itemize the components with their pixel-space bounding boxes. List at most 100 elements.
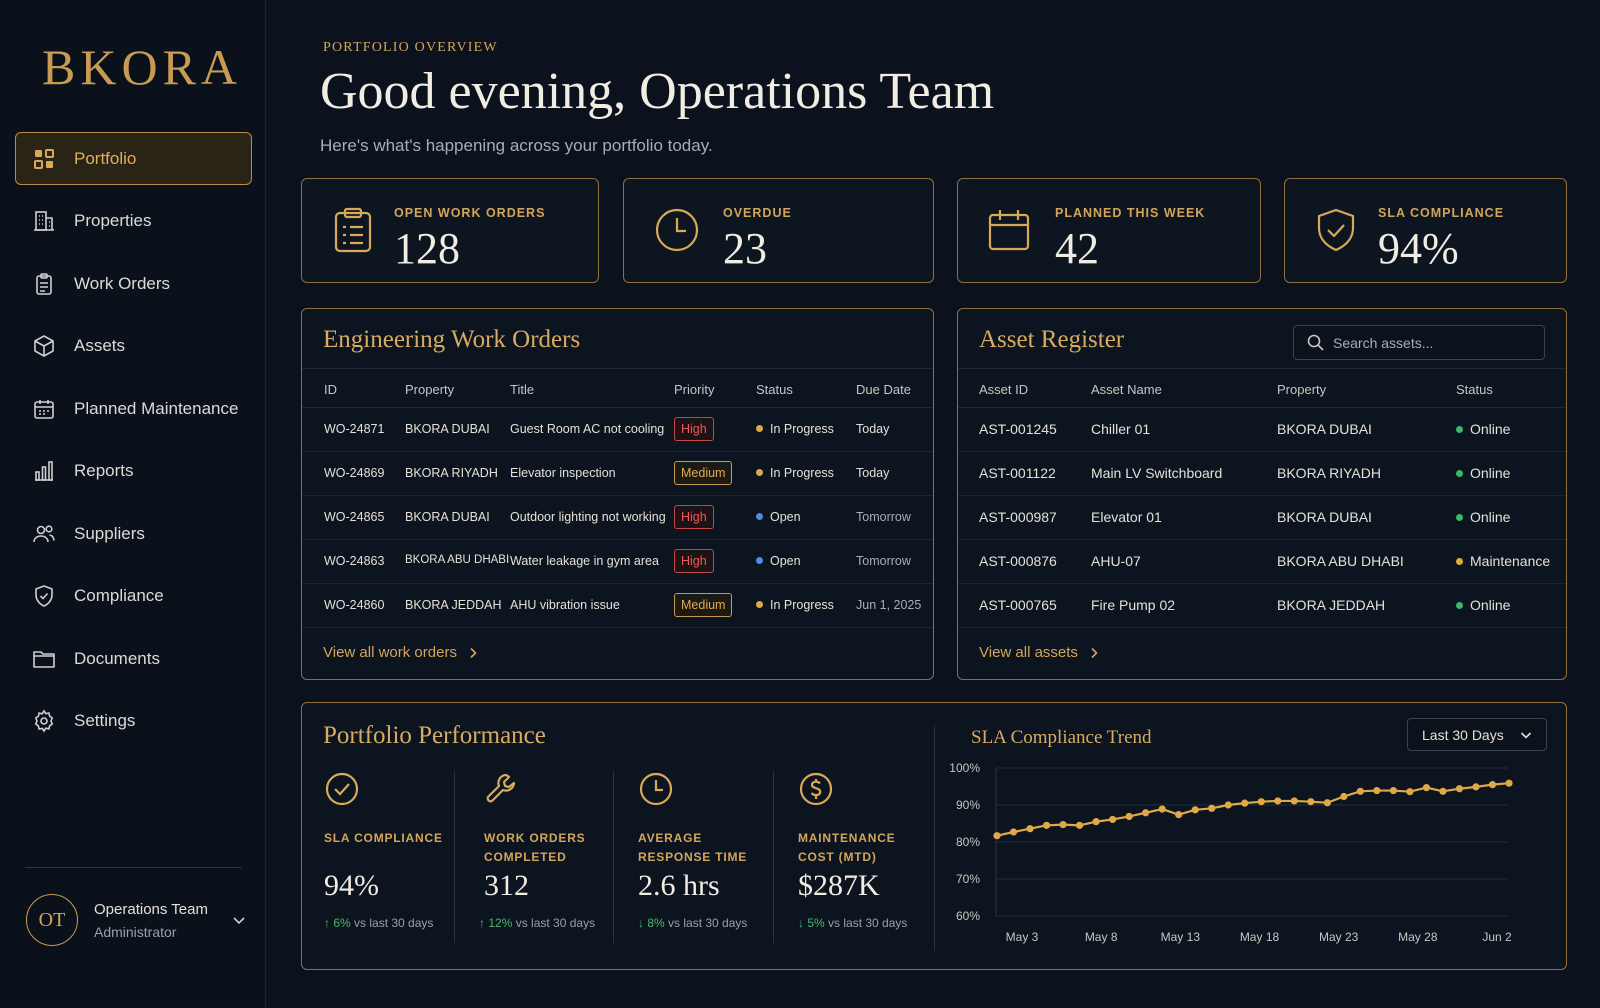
- asset-name: Elevator 01: [1091, 509, 1162, 525]
- sidebar-item-documents[interactable]: Documents: [15, 632, 252, 685]
- x-tick-label: May 3: [1006, 930, 1039, 944]
- brand-logo[interactable]: BKORA: [42, 39, 243, 95]
- series-line: [996, 782, 1510, 837]
- kpi-average-response-time: AVERAGE RESPONSE TIME 2.6 hrs ↓ 8% vs la…: [638, 771, 768, 941]
- data-point: [1356, 787, 1364, 795]
- sidebar-item-label: Properties: [74, 211, 152, 230]
- column-header[interactable]: Priority: [674, 382, 715, 397]
- y-tick-label: 90%: [956, 798, 980, 812]
- column-header[interactable]: Property: [405, 382, 455, 397]
- x-tick-label: May 8: [1085, 930, 1118, 944]
- data-point: [1257, 798, 1265, 806]
- page-subtitle: Here's what's happening across your port…: [320, 136, 713, 155]
- table-row[interactable]: AST-001245 Chiller 01 BKORA DUBAI Online: [958, 408, 1566, 452]
- kpi-label: WORK ORDERS COMPLETED: [484, 831, 586, 864]
- kpi-maintenance-cost: MAINTENANCE COST (MTD) $287K ↓ 5% vs las…: [798, 771, 928, 941]
- status-dot: [756, 513, 763, 520]
- sidebar-item-work-orders[interactable]: Work Orders: [15, 257, 252, 310]
- table-row[interactable]: WO-24860 BKORA JEDDAH AHU vibration issu…: [302, 584, 933, 628]
- data-point: [1075, 821, 1084, 829]
- sidebar-item-properties[interactable]: Properties: [15, 195, 252, 248]
- date-range-dropdown[interactable]: Last 30 Days: [1407, 718, 1547, 751]
- stat-value: 42: [1055, 224, 1099, 273]
- table-row[interactable]: AST-000987 Elevator 01 BKORA DUBAI Onlin…: [958, 496, 1566, 540]
- stat-value: 23: [723, 224, 767, 273]
- column-header[interactable]: Asset Name: [1091, 382, 1162, 397]
- table-row[interactable]: WO-24865 BKORA DUBAI Outdoor lighting no…: [302, 496, 933, 540]
- column-header[interactable]: ID: [324, 382, 337, 397]
- data-point: [1191, 806, 1199, 814]
- data-point: [1224, 801, 1232, 809]
- page-title: Good evening, Operations Team: [320, 63, 995, 120]
- panel-title: Engineering Work Orders: [323, 326, 581, 353]
- sidebar-item-planned-maintenance[interactable]: Planned Maintenance: [15, 382, 252, 435]
- sidebar-item-portfolio[interactable]: Portfolio: [15, 132, 252, 185]
- data-point: [1059, 821, 1067, 829]
- status-dot: [1456, 514, 1463, 521]
- column-header[interactable]: Asset ID: [979, 382, 1029, 397]
- table-row[interactable]: AST-001122 Main LV Switchboard BKORA RIY…: [958, 452, 1566, 496]
- column-header[interactable]: Status: [1456, 382, 1493, 397]
- status-dot: [1456, 558, 1463, 565]
- view-all-work-orders-link[interactable]: View all work orders: [323, 644, 479, 661]
- wo-due-date: Today: [856, 422, 890, 436]
- kpi-delta: ↓ 8% vs last 30 days: [638, 916, 748, 930]
- table-row[interactable]: WO-24869 BKORA RIYADH Elevator inspectio…: [302, 452, 933, 496]
- view-all-assets-link[interactable]: View all assets: [979, 644, 1100, 661]
- chevron-down-icon[interactable]: [232, 913, 246, 927]
- data-point: [1208, 804, 1216, 812]
- stat-label: OVERDUE: [723, 206, 792, 220]
- column-header[interactable]: Title: [510, 382, 535, 397]
- table-row[interactable]: AST-000876 AHU-07 BKORA ABU DHABI Mainte…: [958, 540, 1566, 584]
- sidebar-item-settings[interactable]: Settings: [15, 695, 252, 748]
- column-header[interactable]: Property: [1277, 382, 1327, 397]
- asset-id: AST-000765: [979, 597, 1057, 613]
- asset-name: AHU-07: [1091, 553, 1141, 569]
- divider: [613, 771, 614, 943]
- asset-property: BKORA DUBAI: [1277, 509, 1372, 525]
- work-orders-panel: Engineering Work Orders ID Property Titl…: [301, 308, 934, 680]
- search-input-wrapper[interactable]: [1293, 325, 1545, 360]
- bar-chart-icon: [32, 459, 56, 483]
- wo-due-date: Jun 1, 2025: [856, 598, 922, 612]
- stat-card-planned-this-week[interactable]: PLANNED THIS WEEK 42: [957, 178, 1261, 283]
- stat-card-sla-compliance[interactable]: SLA COMPLIANCE 94%: [1284, 178, 1567, 283]
- table-row[interactable]: WO-24863 BKORA ABU DHABI Water leakage i…: [302, 540, 933, 584]
- sidebar-nav: Portfolio Properties Work Orders Assets …: [15, 132, 252, 757]
- wo-status: Open: [756, 510, 801, 524]
- asset-property: BKORA DUBAI: [1277, 421, 1372, 437]
- sidebar-item-assets[interactable]: Assets: [15, 320, 252, 373]
- priority-badge: Medium: [674, 461, 733, 485]
- stat-card-open-work-orders[interactable]: OPEN WORK ORDERS 128: [301, 178, 599, 283]
- asset-status: Online: [1456, 465, 1510, 481]
- column-header[interactable]: Status: [756, 382, 793, 397]
- wo-id: WO-24871: [324, 422, 385, 436]
- kpi-label: SLA COMPLIANCE: [324, 831, 443, 845]
- chevron-down-icon: [1520, 729, 1532, 741]
- sidebar-item-suppliers[interactable]: Suppliers: [15, 507, 252, 560]
- data-point: [1009, 828, 1018, 836]
- building-icon: [32, 209, 56, 233]
- sidebar-item-reports[interactable]: Reports: [15, 445, 252, 498]
- sidebar-item-compliance[interactable]: Compliance: [15, 570, 252, 623]
- table-row[interactable]: WO-24871 BKORA DUBAI Guest Room AC not c…: [302, 408, 933, 452]
- search-input[interactable]: [1333, 334, 1533, 351]
- status-dot: [756, 425, 763, 432]
- status-dot: [1456, 426, 1463, 433]
- stat-card-overdue[interactable]: OVERDUE 23: [623, 178, 934, 283]
- kpi-value: 2.6 hrs: [638, 869, 720, 902]
- data-point: [1472, 783, 1480, 791]
- table-header: ID Property Title Priority Status Due Da…: [302, 368, 933, 408]
- data-point: [1241, 799, 1249, 807]
- user-menu[interactable]: OT Operations Team Administrator: [26, 894, 246, 946]
- table-header: Asset ID Asset Name Property Status: [958, 368, 1566, 408]
- wo-due-date: Tomorrow: [856, 510, 911, 524]
- column-header[interactable]: Due Date: [856, 382, 911, 397]
- divider: [934, 725, 935, 951]
- kpi-label: MAINTENANCE COST (MTD): [798, 831, 896, 864]
- table-row[interactable]: AST-000765 Fire Pump 02 BKORA JEDDAH Onl…: [958, 584, 1566, 628]
- wo-status: In Progress: [756, 598, 834, 612]
- data-point: [1406, 788, 1414, 796]
- check-circle-icon: [324, 771, 360, 807]
- clipboard-list-icon: [332, 207, 374, 253]
